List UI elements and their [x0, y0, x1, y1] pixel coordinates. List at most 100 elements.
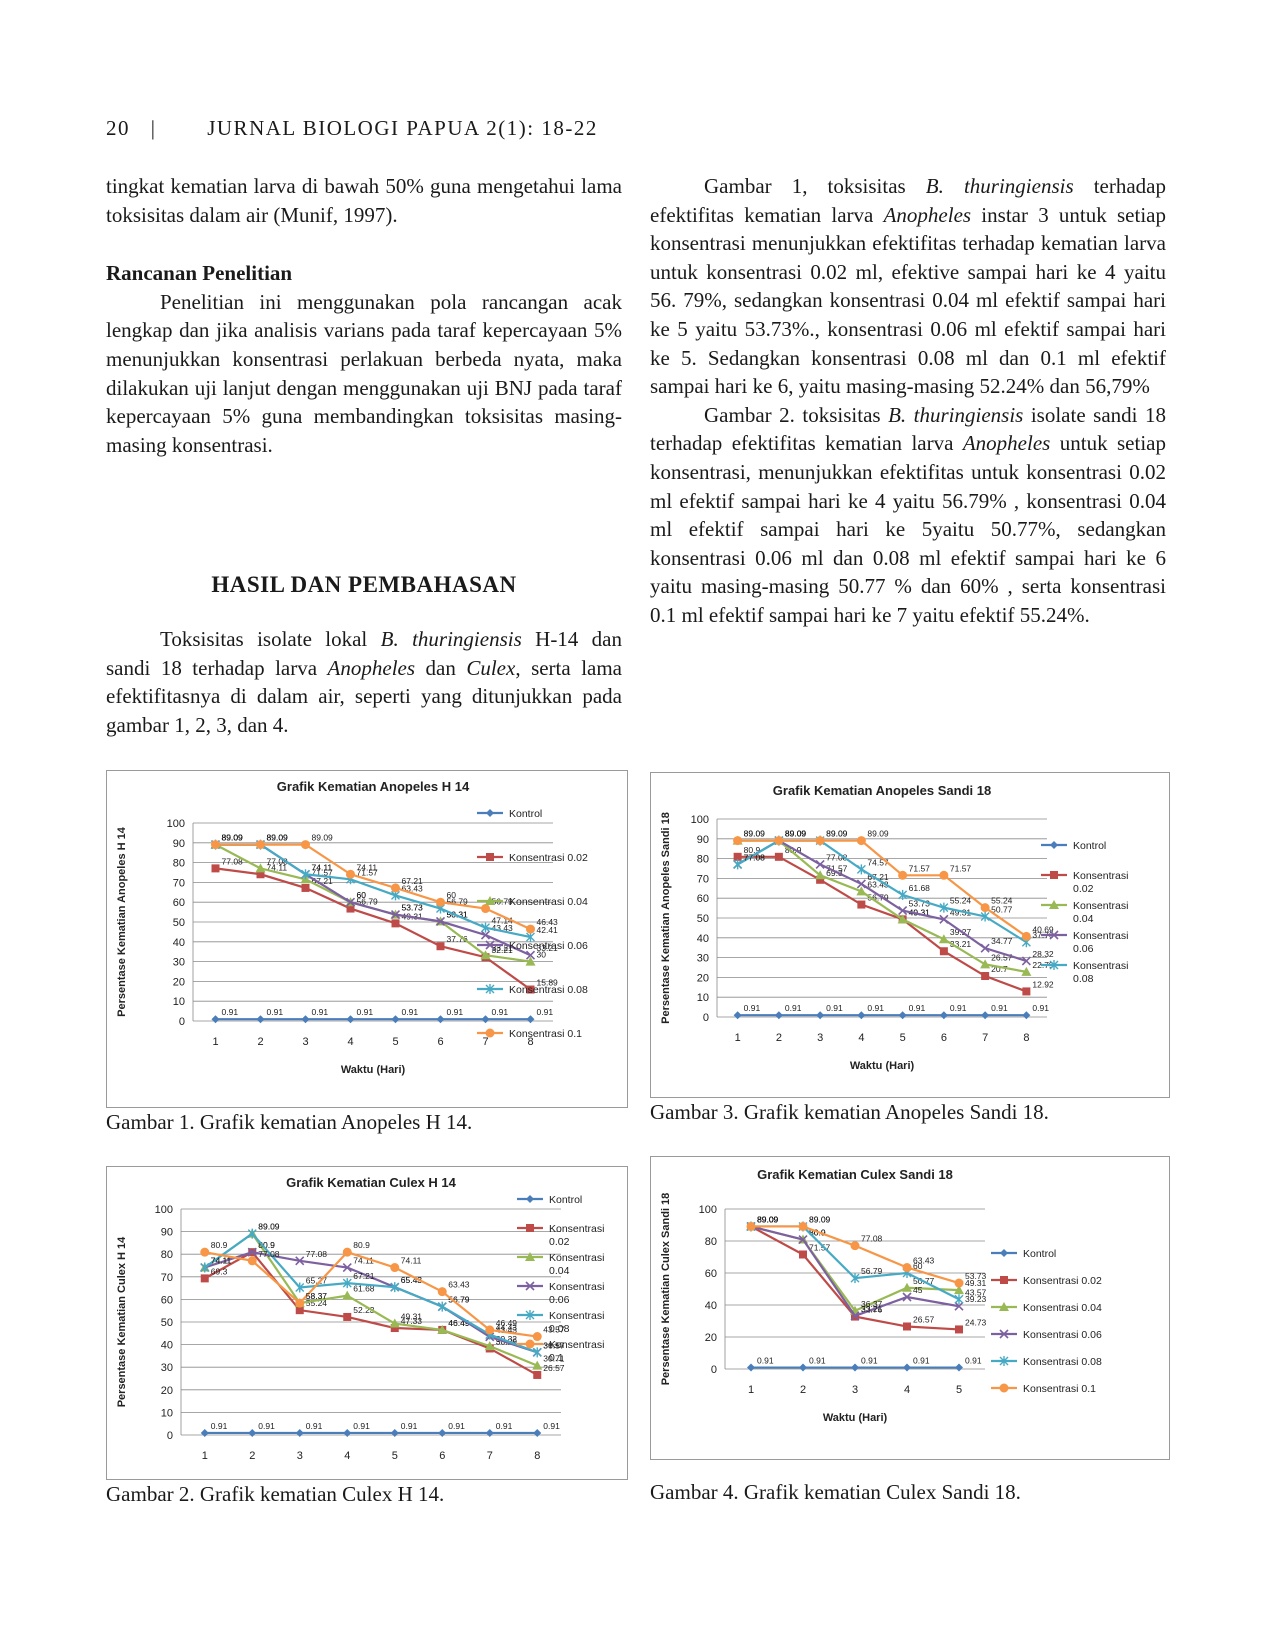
- page-number: 20: [106, 116, 130, 140]
- data-point: [774, 836, 784, 846]
- x-tick-label: 3: [852, 1384, 858, 1396]
- data-label: 77.08: [744, 852, 766, 862]
- data-point: [390, 1282, 400, 1293]
- y-tick-label: 100: [155, 1204, 173, 1216]
- data-point: [484, 1341, 495, 1351]
- data-label: 53.73: [909, 899, 931, 909]
- legend-item: Konsentrasi 0.06: [477, 940, 588, 952]
- data-point: [211, 1015, 220, 1024]
- data-label: 30.71: [543, 1354, 565, 1364]
- data-label: 53.73: [402, 903, 424, 913]
- legend-marker: [486, 853, 494, 861]
- x-tick-label: 7: [982, 1032, 988, 1044]
- data-point: [342, 1262, 352, 1273]
- journal-title: JURNAL BIOLOGI PAPUA 2(1): 18-22: [207, 116, 598, 140]
- data-label: 89.09: [222, 833, 244, 843]
- legend-label: Kontrol: [549, 1194, 582, 1206]
- legend-marker: [485, 984, 495, 994]
- data-point: [733, 859, 743, 870]
- data-label: 89.09: [809, 1214, 831, 1224]
- data-label: 89.09: [744, 829, 766, 839]
- data-point: [1021, 966, 1032, 976]
- data-label: 56.79: [448, 1295, 470, 1305]
- data-label: 0.91: [496, 1421, 513, 1431]
- data-point: [897, 914, 908, 924]
- data-label: 0.91: [809, 1356, 826, 1366]
- legend-label: 0.1: [549, 1352, 564, 1364]
- data-label: 74.11: [357, 862, 378, 872]
- y-tick-label: 50: [173, 917, 185, 929]
- data-label: 36.57: [543, 1340, 565, 1350]
- data-point: [939, 947, 948, 956]
- data-label: 26.57: [913, 1314, 935, 1324]
- data-point: [816, 875, 825, 884]
- data-point: [799, 1363, 807, 1372]
- data-label: 89.09: [757, 1214, 779, 1224]
- data-label: 77.08: [222, 856, 244, 866]
- data-label: 71.57: [312, 867, 334, 877]
- x-tick-label: 1: [212, 1036, 218, 1048]
- data-label: 49.31: [909, 907, 931, 917]
- legend-item: Konsentrasi 0.1: [477, 1028, 582, 1040]
- x-tick-label: 4: [347, 1036, 353, 1048]
- data-label: 37.76: [447, 934, 469, 944]
- data-point: [533, 1370, 542, 1379]
- y-tick-label: 90: [697, 834, 709, 846]
- data-point: [903, 1322, 911, 1331]
- subheading-rancanan: Rancanan Penelitian: [106, 261, 293, 286]
- series-line: [215, 843, 531, 931]
- x-tick-label: 1: [735, 1032, 741, 1044]
- data-point: [295, 1298, 305, 1308]
- data-point: [903, 1363, 911, 1372]
- legend-label: 0.04: [549, 1265, 570, 1277]
- data-label: 33.21: [537, 943, 559, 953]
- x-tick-label: 7: [482, 1036, 488, 1048]
- data-label: 40.69: [1032, 924, 1054, 934]
- data-label: 89.09: [258, 1222, 280, 1232]
- series-konsentrasi-0-08: 74.11 89.09 65.27 67.21 65.43 56.79 44.43 36.57: [200, 1222, 565, 1358]
- data-label: 69.3: [211, 1266, 228, 1276]
- data-label: 49.31: [909, 907, 931, 917]
- data-point: [1022, 1011, 1031, 1020]
- data-point: [799, 1250, 807, 1259]
- data-label: 50.77: [991, 904, 1013, 914]
- data-point: [481, 922, 490, 933]
- data-point: [939, 914, 949, 924]
- legend-label: Kontrol: [1073, 840, 1106, 852]
- legend-marker: [525, 1310, 535, 1320]
- data-label: 67.21: [312, 876, 334, 886]
- chart-title: Grafik Kematian Anopeles Sandi 18: [773, 783, 991, 798]
- data-point: [980, 959, 991, 969]
- data-label: 89.09: [867, 829, 889, 839]
- data-label: 33.21: [492, 943, 514, 953]
- caption-figure-1: Gambar 1. Grafik kematian Anopeles H 14.: [106, 1110, 473, 1134]
- data-label: 89.09: [267, 833, 289, 843]
- y-tick-label: 60: [705, 1268, 717, 1280]
- data-point: [747, 1363, 755, 1372]
- data-label: 0.91: [543, 1421, 560, 1431]
- legend-item: Konsentrasi 0.02: [991, 1275, 1102, 1287]
- y-tick-label: 50: [697, 913, 709, 925]
- data-point: [898, 906, 908, 916]
- x-tick-label: 6: [437, 1036, 443, 1048]
- legend-marker: [999, 1329, 1009, 1339]
- data-point: [856, 836, 866, 846]
- data-point: [390, 1263, 400, 1273]
- y-tick-label: 10: [161, 1407, 173, 1419]
- legend-label: 0.02: [549, 1236, 570, 1248]
- data-label: 89.09: [785, 829, 807, 839]
- data-point: [981, 1011, 990, 1020]
- data-label: 77.08: [861, 1234, 883, 1244]
- data-label: 77.08: [744, 852, 766, 862]
- data-label: 67.21: [353, 1271, 375, 1281]
- data-point: [733, 1011, 742, 1020]
- data-label: 36.37: [861, 1299, 883, 1309]
- data-label: 26.57: [543, 1363, 565, 1373]
- data-label: 55.24: [991, 896, 1013, 906]
- data-label: 50.31: [447, 909, 469, 919]
- data-point: [526, 1015, 535, 1024]
- data-point: [981, 972, 990, 981]
